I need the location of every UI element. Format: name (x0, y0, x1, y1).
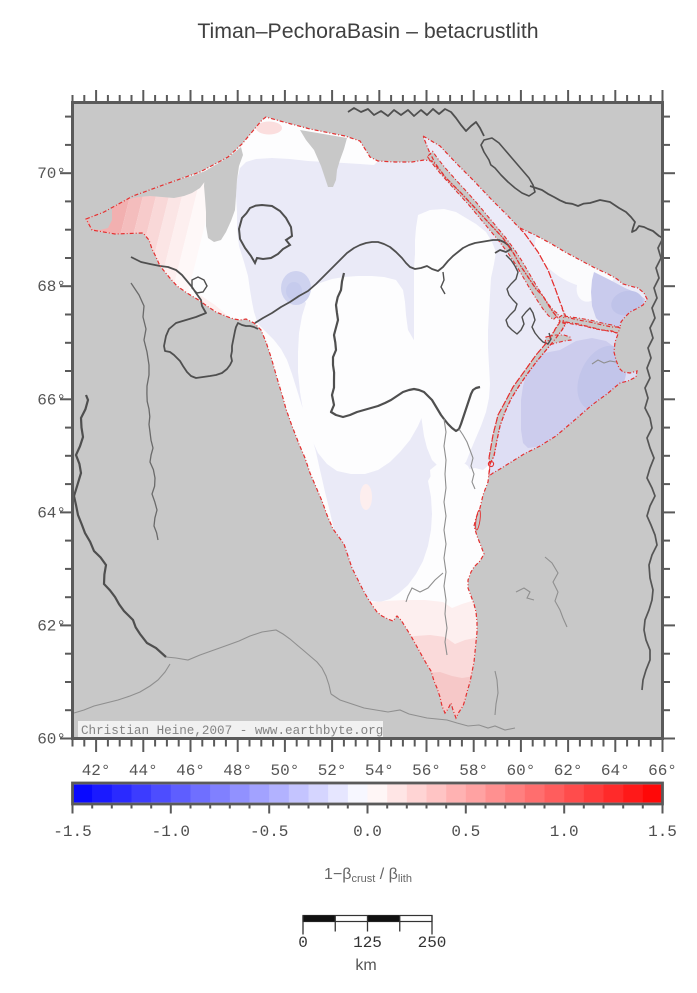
svg-text:46°: 46° (176, 762, 205, 780)
svg-text:-0.5: -0.5 (250, 823, 288, 841)
svg-text:66°: 66° (37, 391, 66, 409)
svg-text:60°: 60° (506, 762, 535, 780)
svg-text:60°: 60° (37, 731, 66, 749)
svg-text:54°: 54° (365, 762, 394, 780)
svg-text:1.5: 1.5 (648, 823, 677, 841)
svg-text:44°: 44° (129, 762, 158, 780)
svg-text:km: km (355, 957, 376, 974)
svg-text:250: 250 (418, 934, 447, 952)
svg-text:1.0: 1.0 (550, 823, 579, 841)
svg-text:64°: 64° (601, 762, 630, 780)
svg-text:-1.0: -1.0 (152, 823, 190, 841)
svg-text:62°: 62° (37, 617, 66, 635)
svg-text:50°: 50° (270, 762, 299, 780)
svg-text:0: 0 (298, 934, 308, 952)
svg-text:56°: 56° (412, 762, 441, 780)
svg-text:70°: 70° (37, 165, 66, 183)
svg-text:Christian Heine,2007 - www.ear: Christian Heine,2007 - www.earthbyte.org (81, 724, 383, 738)
svg-text:62°: 62° (554, 762, 583, 780)
svg-text:58°: 58° (459, 762, 488, 780)
svg-text:64°: 64° (37, 504, 66, 522)
svg-text:48°: 48° (223, 762, 252, 780)
svg-text:42°: 42° (82, 762, 111, 780)
svg-text:52°: 52° (318, 762, 347, 780)
svg-text:68°: 68° (37, 278, 66, 296)
svg-text:Timan–PechoraBasin – betacrust: Timan–PechoraBasin – betacrustlith (197, 19, 538, 43)
svg-text:66°: 66° (648, 762, 677, 780)
svg-text:-1.5: -1.5 (53, 823, 91, 841)
svg-text:125: 125 (353, 934, 382, 952)
svg-text:0.0: 0.0 (353, 823, 382, 841)
svg-text:1−βcrust / βlith: 1−βcrust / βlith (324, 866, 412, 885)
svg-text:0.5: 0.5 (451, 823, 480, 841)
